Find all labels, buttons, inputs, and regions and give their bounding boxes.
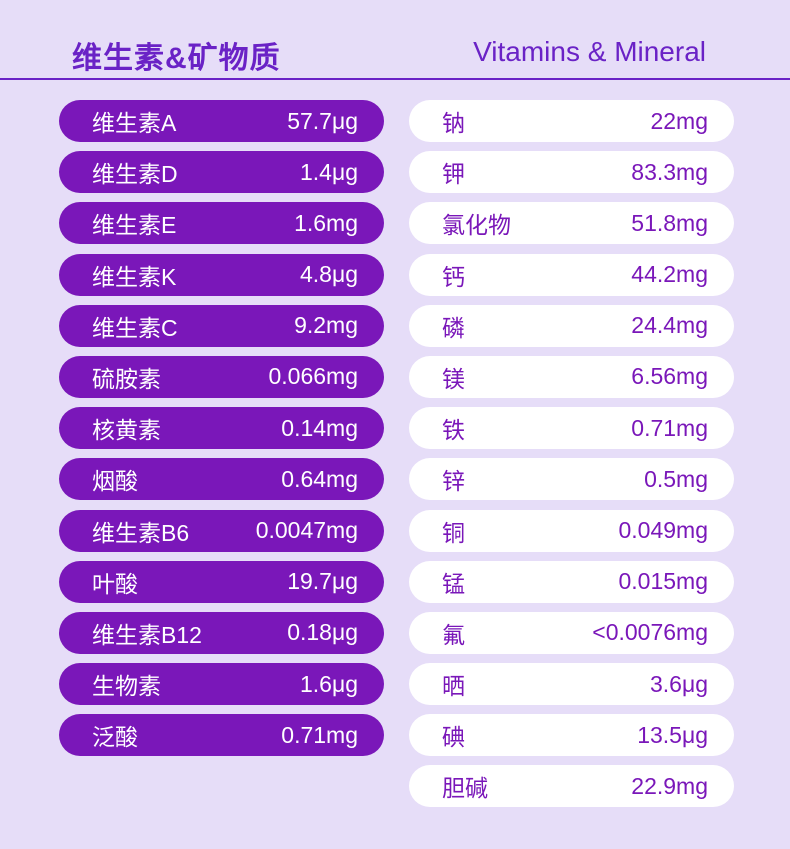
mineral-name: 碘 <box>442 724 465 751</box>
mineral-value: 0.71mg <box>631 414 708 441</box>
mineral-item: 锌 0.5mg <box>409 458 734 501</box>
vitamin-item: 烟酸 0.64mg <box>59 458 384 501</box>
vitamin-name: 叶酸 <box>92 570 138 597</box>
vitamin-list: 维生素A 57.7μg 维生素D 1.4μg 维生素E 1.6mg 维生素K 4.8μg… <box>59 100 384 765</box>
vitamin-name: 维生素E <box>92 212 177 239</box>
mineral-name: 铜 <box>442 519 465 546</box>
vitamin-name: 维生素B6 <box>92 519 190 546</box>
mineral-name: 钾 <box>442 161 465 188</box>
vitamin-item: 维生素C 9.2mg <box>59 304 384 347</box>
vitamin-item: 硫胺素 0.066mg <box>59 355 384 398</box>
vitamin-item: 维生素E 1.6mg <box>59 202 384 245</box>
mineral-value: 6.56mg <box>631 363 708 390</box>
mineral-item: 磷 24.4mg <box>409 304 734 347</box>
vitamin-item: 泛酸 0.71mg <box>59 714 384 757</box>
vitamin-name: 泛酸 <box>92 724 138 751</box>
header-divider <box>0 78 790 80</box>
vitamin-name: 生物素 <box>92 673 161 700</box>
mineral-item: 晒 3.6μg <box>409 663 734 706</box>
vitamin-value: 1.6μg <box>299 670 358 697</box>
page-title: 维生素&矿物质 <box>72 42 281 75</box>
vitamin-value: 0.14mg <box>281 414 358 441</box>
vitamin-name: 维生素C <box>92 314 178 341</box>
vitamin-name: 维生素D <box>92 161 178 188</box>
mineral-name: 镁 <box>442 365 465 392</box>
mineral-item: 锰 0.015mg <box>409 560 734 603</box>
vitamin-item: 维生素B6 0.0047mg <box>59 509 384 552</box>
mineral-value: 3.6μg <box>649 670 708 697</box>
mineral-value: 22.9mg <box>631 772 708 799</box>
mineral-item: 钠 22mg <box>409 100 734 142</box>
vitamin-name: 硫胺素 <box>92 365 161 392</box>
vitamin-value: 1.4μg <box>299 158 358 185</box>
vitamin-item: 维生素D 1.4μg <box>59 151 384 194</box>
mineral-item: 氯化物 51.8mg <box>409 202 734 245</box>
vitamin-item: 叶酸 19.7μg <box>59 560 384 603</box>
vitamin-value: 0.64mg <box>281 465 358 492</box>
vitamin-item: 核黄素 0.14mg <box>59 407 384 450</box>
mineral-value: 13.5μg <box>637 721 708 748</box>
mineral-name: 胆碱 <box>442 775 488 802</box>
mineral-item: 镁 6.56mg <box>409 355 734 398</box>
vitamin-item: 维生素A 57.7μg <box>59 100 384 142</box>
mineral-name: 磷 <box>442 314 465 341</box>
mineral-value: 22mg <box>650 107 708 134</box>
vitamin-value: 19.7μg <box>287 568 358 595</box>
mineral-name: 锌 <box>442 468 465 495</box>
mineral-value: 44.2mg <box>631 261 708 288</box>
mineral-item: 钾 83.3mg <box>409 151 734 194</box>
mineral-value: 24.4mg <box>631 312 708 339</box>
vitamin-name: 核黄素 <box>92 417 161 444</box>
header: 维生素&矿物质 Vitamins & Mineral <box>0 0 790 80</box>
vitamin-value: 0.18μg <box>287 619 358 646</box>
vitamin-value: 0.0047mg <box>255 517 358 543</box>
vitamin-value: 0.71mg <box>281 721 358 748</box>
mineral-value: <0.0076mg <box>592 619 708 646</box>
mineral-name: 钠 <box>442 110 465 136</box>
mineral-name: 氟 <box>442 621 465 648</box>
mineral-item: 碘 13.5μg <box>409 714 734 757</box>
mineral-name: 锰 <box>442 570 465 597</box>
mineral-name: 钙 <box>442 263 465 290</box>
page-subtitle: Vitamins & Mineral <box>473 36 706 67</box>
vitamin-value: 4.8μg <box>299 261 358 288</box>
mineral-name: 铁 <box>442 417 465 444</box>
vitamin-value: 1.6mg <box>294 209 358 236</box>
vitamin-value: 9.2mg <box>294 312 358 339</box>
mineral-item: 氟 <0.0076mg <box>409 611 734 654</box>
mineral-list: 钠 22mg 钾 83.3mg 氯化物 51.8mg 钙 44.2mg 磷 24.4mg … <box>409 100 734 817</box>
mineral-item: 铁 0.71mg <box>409 407 734 450</box>
vitamin-name: 维生素B12 <box>92 621 202 648</box>
vitamin-value: 57.7μg <box>287 107 358 134</box>
vitamin-item: 维生素K 4.8μg <box>59 253 384 296</box>
mineral-value: 0.015mg <box>618 568 708 595</box>
vitamin-name: 维生素K <box>92 263 177 290</box>
vitamin-name: 维生素A <box>92 110 177 136</box>
mineral-item: 铜 0.049mg <box>409 509 734 552</box>
mineral-name: 氯化物 <box>442 212 511 239</box>
mineral-name: 晒 <box>442 673 465 700</box>
vitamin-item: 维生素B12 0.18μg <box>59 611 384 654</box>
mineral-value: 0.049mg <box>618 517 708 543</box>
mineral-item: 胆碱 22.9mg <box>409 765 734 808</box>
vitamin-name: 烟酸 <box>92 468 138 495</box>
mineral-value: 51.8mg <box>631 209 708 236</box>
vitamin-value: 0.066mg <box>268 363 358 390</box>
mineral-value: 83.3mg <box>631 158 708 185</box>
mineral-item: 钙 44.2mg <box>409 253 734 296</box>
vitamin-item: 生物素 1.6μg <box>59 663 384 706</box>
mineral-value: 0.5mg <box>644 465 708 492</box>
